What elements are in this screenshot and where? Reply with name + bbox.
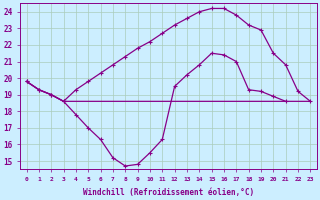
X-axis label: Windchill (Refroidissement éolien,°C): Windchill (Refroidissement éolien,°C) (83, 188, 254, 197)
